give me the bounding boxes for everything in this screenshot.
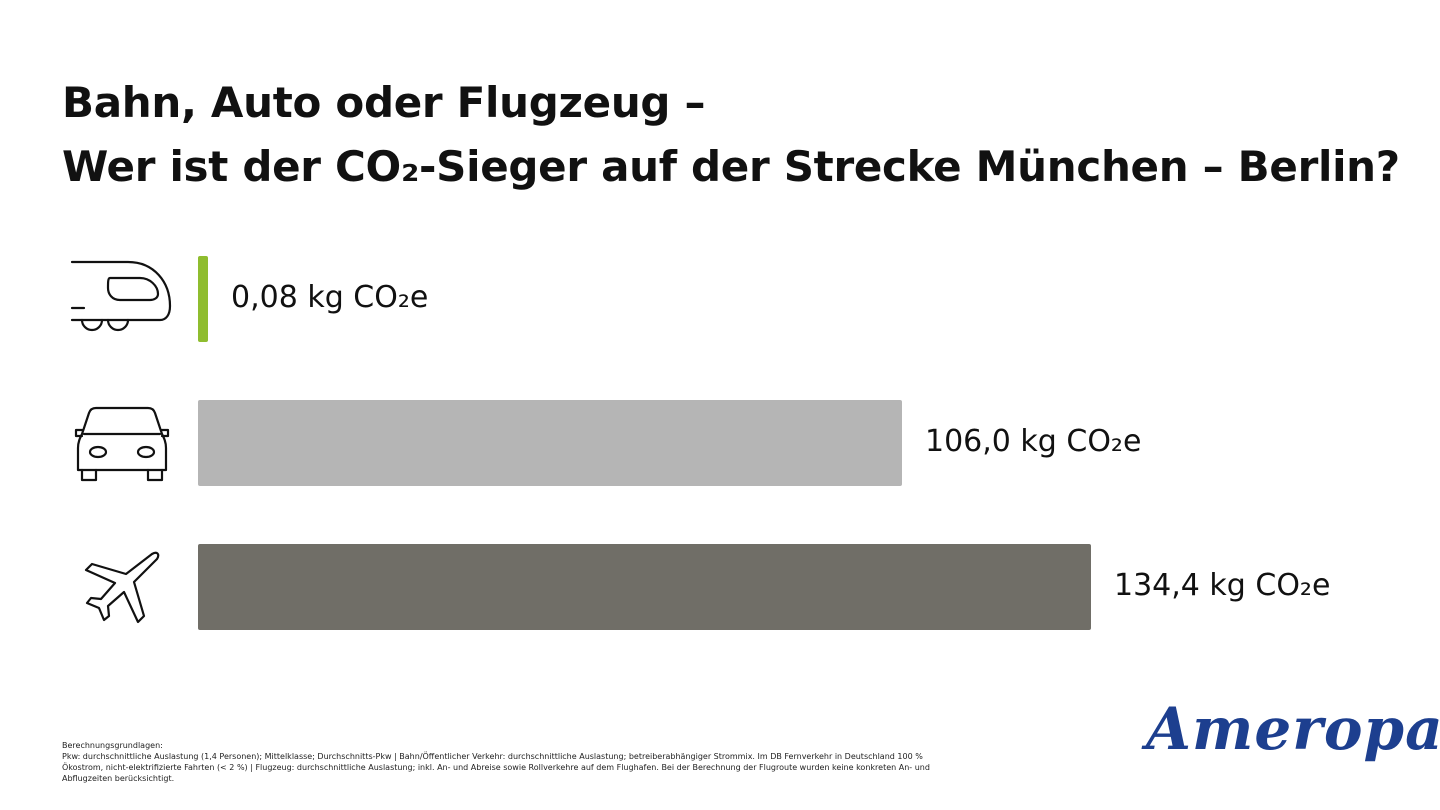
- chart-title-line-1: Bahn, Auto oder Flugzeug –: [62, 78, 706, 127]
- bar-label-auto: 106,0 kg CO₂e: [925, 424, 1142, 459]
- train-icon: [70, 260, 172, 332]
- footnote: Berechnungsgrundlagen: Pkw: durchschnitt…: [62, 740, 962, 784]
- bar-label-bahn: 0,08 kg CO₂e: [231, 280, 429, 315]
- plane-icon: [84, 551, 160, 624]
- bar-flugzeug: [198, 544, 1091, 630]
- bar-auto: [198, 400, 902, 486]
- car-icon: [74, 406, 170, 482]
- bar-label-flugzeug: 134,4 kg CO₂e: [1114, 568, 1331, 603]
- footnote-heading: Berechnungsgrundlagen:: [62, 741, 163, 750]
- chart-title-line-2: Wer ist der CO₂-Sieger auf der Strecke M…: [62, 142, 1400, 191]
- footnote-text: Pkw: durchschnittliche Auslastung (1,4 P…: [62, 752, 930, 783]
- bar-bahn: [198, 256, 208, 342]
- ameropa-logo: Ameropa: [1146, 695, 1440, 763]
